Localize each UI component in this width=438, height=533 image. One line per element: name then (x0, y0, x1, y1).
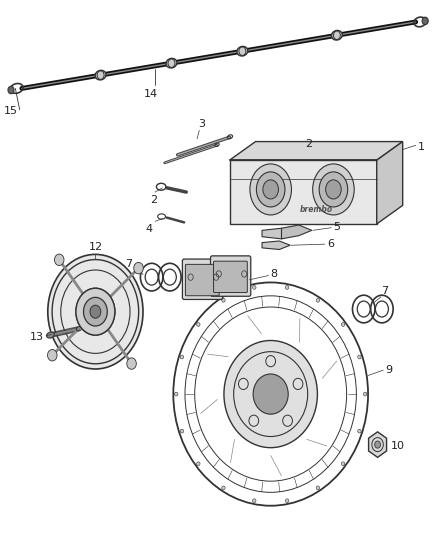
FancyBboxPatch shape (185, 264, 219, 296)
Ellipse shape (84, 297, 107, 326)
Ellipse shape (127, 358, 136, 369)
Ellipse shape (134, 262, 143, 274)
Polygon shape (230, 160, 377, 224)
Polygon shape (282, 225, 312, 239)
Ellipse shape (180, 355, 184, 359)
Ellipse shape (364, 392, 367, 396)
Ellipse shape (197, 322, 200, 326)
Polygon shape (262, 228, 294, 239)
Text: 10: 10 (391, 441, 405, 451)
Ellipse shape (222, 486, 225, 490)
Text: 2: 2 (150, 195, 157, 205)
Ellipse shape (285, 286, 289, 289)
Circle shape (422, 17, 428, 25)
FancyBboxPatch shape (214, 261, 247, 293)
Ellipse shape (224, 341, 318, 448)
Text: 12: 12 (88, 242, 102, 252)
Circle shape (263, 180, 279, 199)
Circle shape (374, 441, 381, 448)
Ellipse shape (253, 499, 256, 503)
Polygon shape (377, 142, 403, 224)
Ellipse shape (48, 350, 57, 361)
Circle shape (313, 164, 354, 215)
Circle shape (256, 172, 285, 207)
Text: 7: 7 (125, 259, 132, 269)
Circle shape (8, 86, 14, 94)
Text: 8: 8 (271, 270, 278, 279)
Ellipse shape (95, 70, 106, 80)
Circle shape (319, 172, 348, 207)
Text: 15: 15 (4, 106, 18, 116)
Circle shape (325, 180, 341, 199)
Ellipse shape (166, 58, 177, 68)
FancyBboxPatch shape (211, 256, 251, 296)
Ellipse shape (341, 322, 345, 326)
Ellipse shape (84, 297, 107, 326)
Text: 2: 2 (305, 139, 312, 149)
Polygon shape (262, 241, 290, 249)
Text: brembo: brembo (300, 205, 333, 214)
Ellipse shape (316, 486, 320, 490)
Ellipse shape (237, 46, 248, 56)
Ellipse shape (222, 298, 225, 302)
Ellipse shape (253, 286, 256, 289)
Ellipse shape (90, 305, 101, 318)
Text: 3: 3 (198, 119, 205, 130)
FancyBboxPatch shape (182, 259, 223, 300)
Text: 9: 9 (385, 365, 392, 375)
Text: 13: 13 (30, 332, 44, 342)
Ellipse shape (253, 374, 288, 414)
Ellipse shape (332, 30, 342, 40)
Ellipse shape (54, 254, 64, 265)
Ellipse shape (316, 298, 320, 302)
Text: 1: 1 (418, 142, 425, 152)
Ellipse shape (90, 305, 101, 318)
Ellipse shape (180, 429, 184, 433)
Ellipse shape (285, 499, 289, 503)
Ellipse shape (46, 332, 54, 338)
Circle shape (250, 164, 291, 215)
Text: 6: 6 (327, 239, 334, 248)
Ellipse shape (76, 288, 115, 335)
Text: 5: 5 (333, 222, 340, 232)
Ellipse shape (358, 355, 361, 359)
Text: 7: 7 (381, 286, 388, 296)
Text: 4: 4 (146, 224, 153, 234)
Ellipse shape (358, 429, 361, 433)
Text: 14: 14 (144, 89, 158, 99)
Ellipse shape (174, 392, 178, 396)
Ellipse shape (341, 462, 345, 465)
Ellipse shape (48, 254, 143, 369)
Polygon shape (369, 432, 387, 457)
Ellipse shape (197, 462, 200, 465)
Polygon shape (230, 142, 403, 160)
Ellipse shape (76, 288, 115, 335)
